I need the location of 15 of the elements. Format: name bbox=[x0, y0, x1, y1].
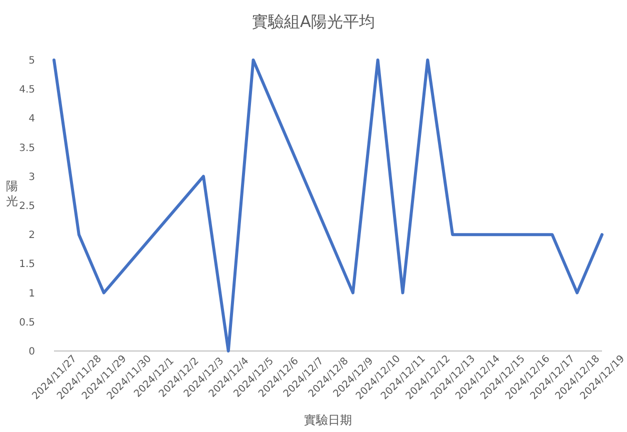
y-tick-label: 2.5 bbox=[19, 201, 35, 212]
y-tick-label: 2 bbox=[28, 230, 35, 242]
chart-title: 實驗組A陽光平均 bbox=[252, 12, 375, 31]
line-series bbox=[52, 58, 604, 352]
x-axis-title: 實驗日期 bbox=[304, 413, 352, 427]
y-tick-label: 1 bbox=[28, 288, 35, 300]
y-tick-label: 0.5 bbox=[19, 317, 35, 328]
y-tick-label: 5 bbox=[28, 56, 35, 66]
y-tick-label: 0 bbox=[28, 346, 35, 358]
y-axis-title: 陽光 bbox=[6, 179, 18, 208]
y-tick-label: 3 bbox=[28, 172, 35, 183]
y-tick-label: 4 bbox=[28, 114, 35, 125]
y-tick-label: 3.5 bbox=[19, 142, 35, 154]
y-tick-label: 1.5 bbox=[19, 259, 35, 270]
y-tick-label: 4.5 bbox=[19, 84, 35, 96]
